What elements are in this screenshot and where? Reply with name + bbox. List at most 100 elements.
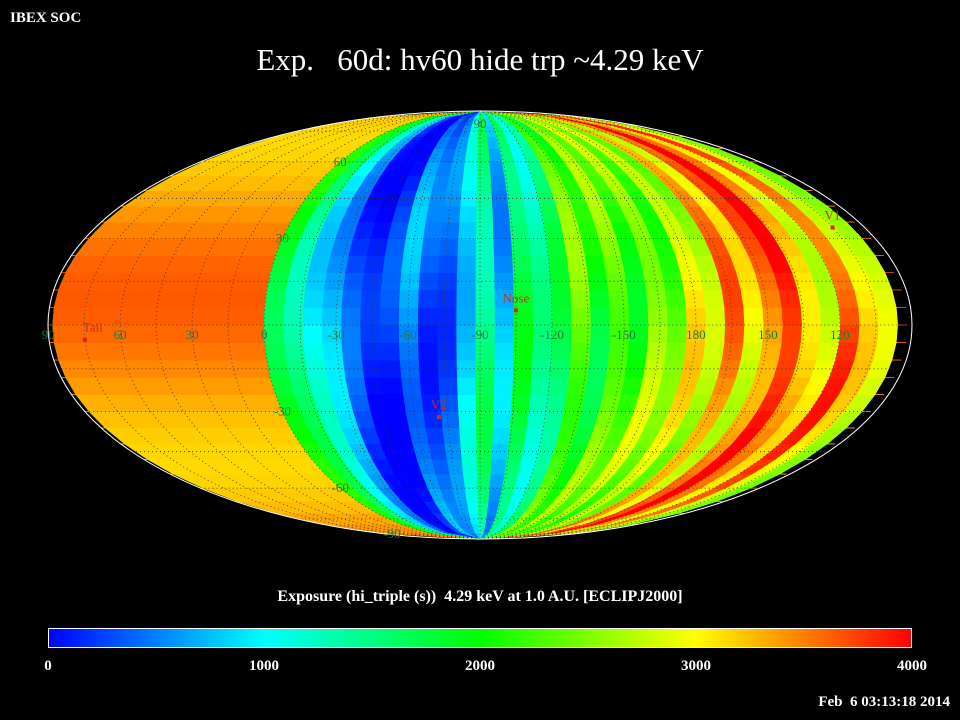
exposure-cell (529, 377, 551, 395)
exposure-cell (422, 411, 443, 429)
exposure-cell (340, 307, 361, 326)
exposure-cell (458, 205, 477, 223)
exposure-cell (527, 394, 549, 412)
exposure-cell (645, 342, 667, 361)
marker-v2-label: V2 (431, 397, 447, 412)
exposure-cell (455, 307, 476, 326)
exposure-cell (456, 377, 476, 395)
exposure-cell (475, 427, 493, 445)
colorbar-tick-label: 1000 (249, 658, 279, 674)
longitude-label: 120 (830, 327, 850, 342)
exposure-cell (457, 411, 477, 429)
timestamp: Feb 6 03:13:18 2014 (818, 694, 950, 710)
exposure-cell (440, 411, 460, 429)
exposure-cell (381, 255, 404, 273)
exposure-cell (321, 307, 342, 326)
exposure-cell (542, 411, 564, 429)
marker-v1-label: V1 (825, 208, 841, 223)
colorbar-tick-label: 3000 (681, 658, 711, 674)
exposure-cell (475, 394, 494, 412)
exposure-cell (457, 221, 477, 239)
exposure-cell (363, 255, 386, 273)
exposure-cell (360, 289, 381, 308)
exposure-cell (723, 324, 745, 343)
exposure-cell (588, 342, 610, 361)
longitude-labels: 60 30 0 -30 -60 -90 -120 -150 180 150 120 90 (42, 327, 850, 342)
exposure-cell (704, 307, 726, 326)
exposure-cell (417, 324, 438, 343)
exposure-cell (378, 324, 400, 343)
exposure-cell (302, 307, 323, 326)
exposure-cell (456, 394, 476, 412)
exposure-cell (437, 377, 458, 395)
graticule (48, 111, 905, 539)
marker-tail-point (82, 337, 87, 342)
exposure-cell (456, 255, 476, 273)
exposure-cell (381, 377, 404, 395)
exposure-cell (608, 307, 630, 326)
exposure-cell (487, 487, 503, 502)
exposure-cell (549, 272, 571, 291)
latitude-label: 90 (474, 116, 487, 131)
exposure-cell (664, 342, 687, 361)
exposure-cell (436, 307, 457, 326)
exposure-cell (489, 458, 507, 475)
exposure-cell (511, 255, 532, 273)
exposure-cell (464, 487, 478, 502)
exposure-cell (607, 289, 629, 308)
exposure-cell (476, 161, 491, 177)
graticule-line (479, 111, 841, 539)
exposure-cell (436, 324, 457, 343)
exposure-cell (476, 487, 490, 502)
exposure-cell (429, 111, 481, 118)
exposure-cell (321, 289, 344, 308)
colorbar-title: Exposure (hi_triple (s)) 4.29 keV at 1.0… (277, 588, 683, 605)
marker-tail-label: Tail (83, 320, 103, 335)
exposure-cell (721, 289, 744, 308)
exposure-cell (476, 148, 490, 163)
graticule-line (191, 111, 481, 539)
exposure-cell (492, 394, 513, 412)
exposure-cell (490, 443, 509, 460)
exposure-cell (304, 272, 327, 291)
exposure-cell (513, 324, 534, 343)
exposure-bands (48, 111, 908, 539)
exposure-cell (479, 111, 529, 118)
graticule-line (407, 111, 481, 539)
exposure-cell (424, 205, 445, 223)
exposure-cell (523, 427, 544, 445)
exposure-cell (510, 394, 531, 412)
exposure-cell (512, 342, 533, 361)
exposure-cell (475, 411, 494, 429)
exposure-cell (424, 427, 445, 445)
exposure-cell (819, 307, 841, 326)
exposure-cell (549, 359, 571, 378)
exposure-cell (547, 255, 569, 273)
exposure-cell (359, 307, 380, 326)
colorbar-tick-label: 0 (44, 658, 52, 674)
exposure-cell (647, 307, 668, 326)
marker-nose-point (513, 308, 518, 313)
exposure-cell (551, 307, 572, 326)
exposure-cell (417, 289, 438, 308)
exposure-cell (493, 255, 513, 273)
exposure-cell (361, 359, 383, 378)
exposure-cell (602, 377, 625, 395)
exposure-cell (405, 411, 426, 429)
exposure-cell (492, 221, 512, 239)
exposure-cell (378, 307, 400, 326)
latitude-label: 30 (276, 231, 289, 246)
exposure-cell (419, 255, 440, 273)
exposure-cell (264, 342, 287, 361)
exposure-cell (417, 342, 438, 361)
exposure-cell (489, 175, 507, 191)
exposure-cell (525, 411, 547, 429)
exposure-cell (488, 161, 505, 177)
exposure-cell (532, 307, 553, 326)
exposure-cell (580, 394, 603, 412)
latitude-label: -90 (383, 526, 400, 541)
exposure-cell (285, 272, 309, 291)
exposure-cell (302, 324, 323, 343)
exposure-cell (702, 342, 725, 361)
